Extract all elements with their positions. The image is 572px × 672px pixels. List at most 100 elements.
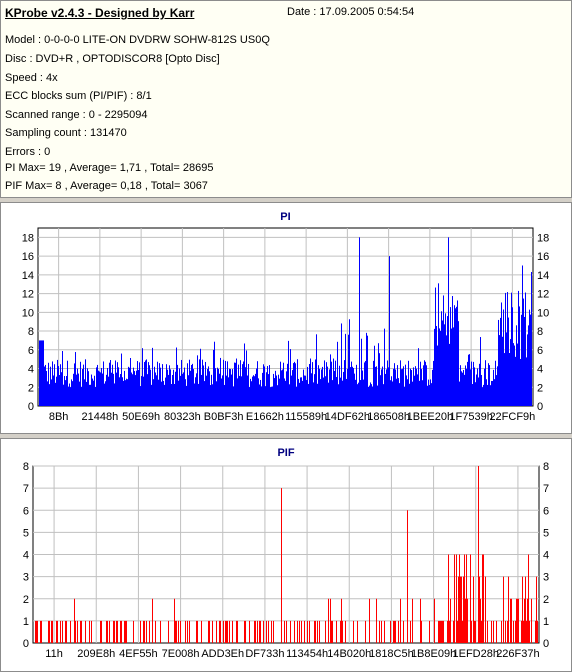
pif-bar xyxy=(353,620,354,643)
pi-bar xyxy=(395,369,396,406)
pif-bar xyxy=(56,620,57,643)
pif-bar xyxy=(330,598,331,643)
pif-bar xyxy=(475,620,476,643)
info-speed: Speed : 4x xyxy=(5,72,58,84)
pif-ytick-right: 5 xyxy=(543,527,549,539)
pif-bar xyxy=(501,620,502,643)
pi-bar xyxy=(65,380,66,406)
pi-bar xyxy=(240,360,241,406)
pi-bar xyxy=(106,374,107,406)
pi-bar xyxy=(206,375,207,406)
pi-ytick-right: 10 xyxy=(537,307,549,319)
pif-bar xyxy=(394,620,395,643)
pi-bar xyxy=(257,361,258,406)
pi-bar xyxy=(46,370,47,406)
pif-bar xyxy=(244,620,245,643)
pif-bar xyxy=(80,620,81,643)
pi-bar xyxy=(251,381,252,406)
pi-bar xyxy=(360,380,361,406)
pi-bar xyxy=(352,366,353,406)
pi-bar xyxy=(377,385,378,406)
pi-bar xyxy=(449,343,450,406)
pi-bar xyxy=(149,365,150,406)
pif-ytick-right: 3 xyxy=(543,572,549,584)
pi-bar xyxy=(408,360,409,406)
pi-bar xyxy=(176,347,177,406)
pi-bar xyxy=(205,361,206,406)
pi-bar xyxy=(146,359,147,406)
pi-bar xyxy=(447,316,448,406)
pi-bar xyxy=(241,376,242,406)
pi-bar xyxy=(482,387,483,406)
pi-bar xyxy=(378,343,379,406)
pif-bar xyxy=(462,620,463,643)
pi-ytick-left: 2 xyxy=(28,382,34,394)
pif-bar xyxy=(410,620,411,643)
pi-bar xyxy=(350,367,351,406)
pif-bar xyxy=(458,576,459,643)
pi-bar xyxy=(265,386,266,406)
pi-bar xyxy=(136,370,137,406)
pi-bar xyxy=(303,369,304,406)
pi-bar xyxy=(422,380,423,406)
pif-bar xyxy=(149,620,150,643)
pif-bar xyxy=(478,466,479,643)
pi-bar xyxy=(419,380,420,406)
pif-bar xyxy=(529,620,530,643)
pi-bar xyxy=(497,366,498,406)
pi-bar xyxy=(195,377,196,406)
pif-bar xyxy=(284,620,285,643)
pif-bar xyxy=(496,620,497,643)
pi-bar xyxy=(464,374,465,406)
pif-bar xyxy=(100,620,101,643)
pif-ytick-right: 8 xyxy=(543,461,549,473)
pi-bar xyxy=(227,361,228,406)
pi-bar xyxy=(288,340,289,406)
pi-bar xyxy=(297,359,298,406)
pif-bar xyxy=(212,620,213,643)
pi-bar xyxy=(43,340,44,406)
pi-bar xyxy=(361,338,362,406)
pi-bar xyxy=(245,367,246,406)
pi-bar xyxy=(208,366,209,406)
pi-bar xyxy=(143,376,144,406)
pif-bar xyxy=(216,620,217,643)
pif-bar xyxy=(342,620,343,643)
pi-bar xyxy=(115,360,116,406)
pi-bar xyxy=(57,359,58,406)
pi-bar xyxy=(58,366,59,406)
pi-bar xyxy=(424,360,425,406)
pi-bar xyxy=(465,365,466,406)
pi-xtick-label: 21448h xyxy=(82,411,119,423)
pi-bar xyxy=(144,362,145,406)
pi-bar xyxy=(262,372,263,406)
pi-bar xyxy=(374,345,375,406)
pi-ytick-left: 18 xyxy=(22,232,34,244)
pi-bar xyxy=(323,377,324,406)
pi-bar xyxy=(451,328,452,406)
pi-bar xyxy=(76,374,77,406)
pi-bar xyxy=(271,386,272,406)
pi-bar xyxy=(142,348,143,406)
pi-bar xyxy=(185,379,186,406)
pi-xtick-label: 14DF62h xyxy=(325,411,370,423)
pi-bar xyxy=(481,374,482,406)
pi-bar xyxy=(63,384,64,406)
pi-bar xyxy=(317,383,318,406)
pi-bar xyxy=(335,360,336,406)
pi-bar xyxy=(425,361,426,406)
pi-bar xyxy=(427,385,428,406)
pi-bar xyxy=(324,360,325,406)
pi-bar xyxy=(135,375,136,406)
pi-bar xyxy=(125,380,126,406)
pi-bar xyxy=(486,379,487,406)
pi-bar xyxy=(531,272,532,406)
pi-bar xyxy=(201,374,202,406)
pi-bar xyxy=(276,375,277,406)
pif-bar xyxy=(464,554,465,643)
pi-bar xyxy=(298,378,299,406)
pi-bar xyxy=(51,379,52,406)
pif-bar xyxy=(493,620,494,643)
pif-bar xyxy=(196,620,197,643)
pi-bar xyxy=(84,379,85,406)
